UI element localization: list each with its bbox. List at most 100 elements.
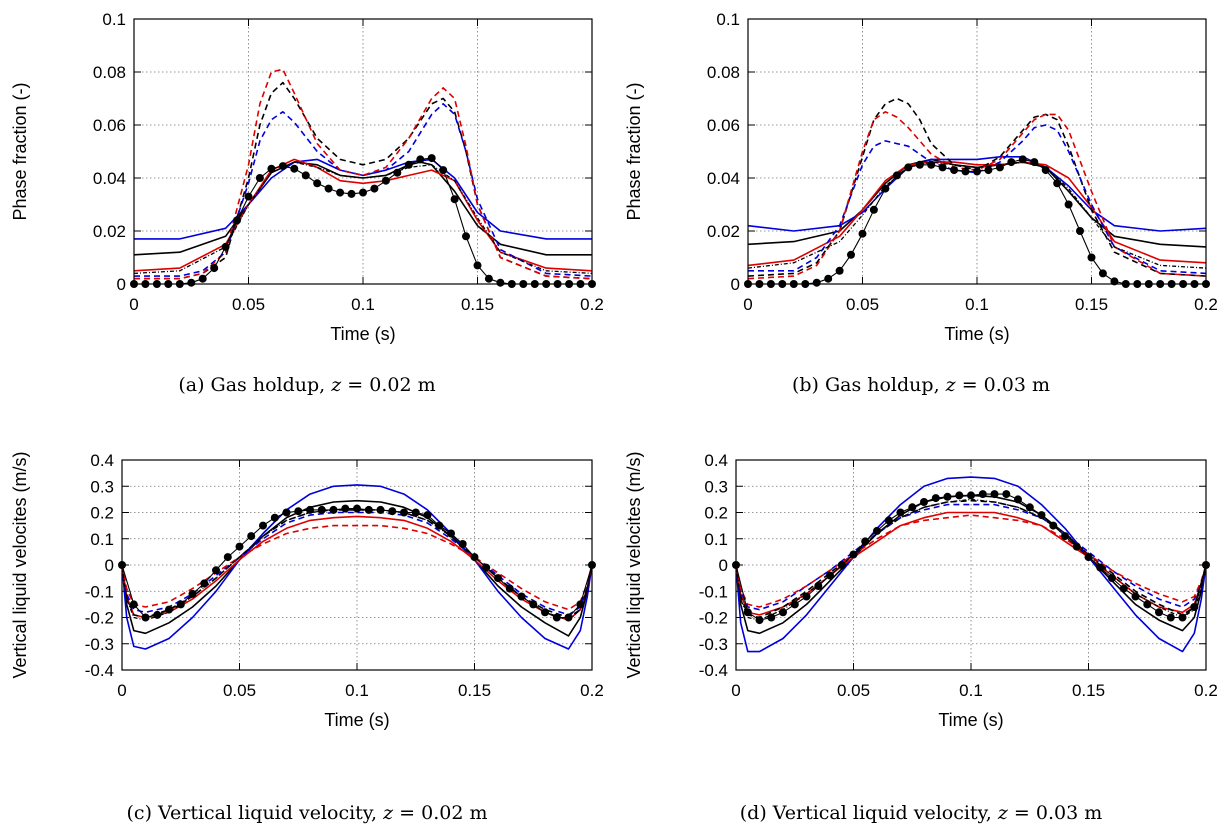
chart-b-xtick-label: 0 <box>743 295 752 314</box>
chart-c-data-point <box>541 608 549 617</box>
chart-c-data-point <box>129 600 138 609</box>
chart-c-data-point <box>458 540 467 548</box>
chart-a-xtick-label: 0.1 <box>351 295 375 314</box>
chart-c-data-point <box>306 505 314 514</box>
chart-b-data-point <box>881 184 890 193</box>
chart-a-ytick-label: 0 <box>117 275 126 294</box>
chart-b-ytick-label: 0 <box>731 275 740 294</box>
chart-c-ytick-label: 0.4 <box>90 451 114 470</box>
caption-d: (d) Vertical liquid velocity, z = 0.03 m <box>614 802 1228 824</box>
caption-a-var: z <box>331 374 342 396</box>
chart-c-xtick-label: 0 <box>117 681 126 700</box>
chart-b-data-point <box>824 274 833 283</box>
chart-c-data-point <box>153 610 162 619</box>
chart-b-data-point <box>835 266 844 275</box>
caption-a-suffix: = 0.02 m <box>341 374 436 396</box>
chart-c-data-point <box>176 600 185 609</box>
chart-d-data-point <box>837 561 846 569</box>
chart-d-data-point <box>1119 584 1128 593</box>
chart-a-data-point <box>347 189 356 198</box>
chart-d-data-point <box>1178 613 1187 622</box>
chart-a-data-point <box>404 160 413 169</box>
caption-b-var: z <box>945 374 956 396</box>
chart-a-data-point <box>313 179 322 188</box>
chart-b-data-point <box>984 166 993 175</box>
chart-b-data-point <box>1041 166 1050 175</box>
chart-b-ylabel: Phase fraction (-) <box>624 82 644 220</box>
chart-a-data-point <box>198 274 207 283</box>
chart-d-xtick-label: 0.1 <box>959 681 983 700</box>
chart-b-ytick-label: 0.02 <box>707 222 740 241</box>
chart-a-xtick-label: 0.05 <box>232 295 265 314</box>
chart-c-data-point <box>470 553 479 562</box>
chart-c-data-point <box>223 553 232 562</box>
chart-b-data-point <box>858 229 867 238</box>
chart-d-ytick-label: 0.3 <box>704 477 728 496</box>
chart-b-series-2-line <box>747 161 1207 267</box>
chart-c-data-point <box>552 613 561 622</box>
chart-b-ytick-label: 0.08 <box>707 63 740 82</box>
caption-b-suffix: = 0.03 m <box>955 374 1051 396</box>
chart-b-xlabel: Time (s) <box>944 324 1009 344</box>
chart-d-ytick-label: -0.3 <box>699 635 728 654</box>
caption-c-prefix: (c) Vertical liquid velocity, <box>126 802 384 824</box>
chart-panel-a: 0 0.05 0.1 0.15 0.2 0 0.02 0.04 0.06 0.08 0.1 Time … <box>0 0 614 418</box>
chart-c-data-point <box>341 504 350 513</box>
caption-c: (c) Vertical liquid velocity, z = 0.02 m <box>0 802 614 824</box>
chart-c-data-point <box>259 521 267 530</box>
chart-a-data-point <box>416 155 425 164</box>
chart-a-ylabel: Phase fraction (-) <box>10 82 30 220</box>
chart-b-data-point <box>1098 269 1107 278</box>
chart-d-ytick-label: -0.4 <box>699 661 728 680</box>
chart-d-ytick-label: 0.4 <box>704 451 728 470</box>
chart-c-data-point <box>200 579 209 588</box>
chart-a-data-point <box>381 176 390 185</box>
chart-d-data-point <box>802 592 811 601</box>
chart-c-ytick-label: 0.3 <box>90 477 114 496</box>
chart-a-data-point <box>290 164 299 173</box>
chart-c-data-point <box>529 600 538 609</box>
chart-b-data-point <box>812 278 821 287</box>
chart-d-data-point <box>743 608 752 617</box>
chart-b-ytick-label: 0.04 <box>707 169 740 188</box>
chart-d-data-point <box>1084 553 1093 562</box>
caption-a-prefix: (a) Gas holdup, <box>178 374 332 396</box>
chart-b-data-point <box>869 205 878 214</box>
chart-c-data-point <box>423 511 432 520</box>
chart-a-data-point <box>450 195 459 204</box>
chart-b-data-point <box>973 167 981 176</box>
chart-b-xtick-label: 0.2 <box>1194 295 1218 314</box>
chart-b-data-point <box>1018 155 1027 164</box>
chart-a-xlabel: Time (s) <box>330 324 395 344</box>
chart-panel-c: 0 0.05 0.1 0.15 0.2 -0.4 -0.3 -0.2 -0.1 0 0.1 0.2 0.… <box>0 418 614 836</box>
chart-d-data-point <box>790 600 799 609</box>
chart-b-data-point <box>847 250 855 259</box>
chart-d-data-point <box>967 491 975 500</box>
chart-d-series-4-line <box>735 503 1207 611</box>
chart-a-data-point <box>370 184 379 193</box>
chart-d-data-point <box>908 503 917 512</box>
chart-b-xtick-label: 0.15 <box>1075 295 1108 314</box>
chart-a-data-point <box>244 192 253 201</box>
chart-d-data-point <box>1072 542 1081 551</box>
chart-a-data-point <box>484 274 493 283</box>
chart-b-xtick-label: 0.1 <box>965 295 989 314</box>
chart-d-xtick-label: 0.2 <box>1194 681 1218 700</box>
chart-c-data-point <box>353 504 361 513</box>
chart-panel-b: 0 0.05 0.1 0.15 0.2 0 0.02 0.04 0.06 0.08 0.1 Time … <box>614 0 1228 418</box>
chart-b-ytick-label: 0.06 <box>707 116 740 135</box>
chart-d-data-point <box>1190 603 1199 611</box>
chart-d-data-point <box>873 526 881 535</box>
chart-a-data-point <box>427 154 436 163</box>
chart-b-series-4-line <box>748 124 1207 275</box>
chart-a-data-point <box>324 184 333 193</box>
chart-d-data-point <box>767 613 776 622</box>
chart-c-data-point <box>494 574 502 583</box>
chart-d-ytick-label: -0.1 <box>699 582 728 601</box>
chart-a-data-point <box>210 264 219 273</box>
chart-a-series-6-line <box>133 161 593 275</box>
chart-d-series-6-line <box>735 498 1207 621</box>
chart-d-xlabel: Time (s) <box>938 710 1003 730</box>
chart-a-data-point <box>278 162 287 171</box>
chart-b-data-point <box>915 160 924 169</box>
